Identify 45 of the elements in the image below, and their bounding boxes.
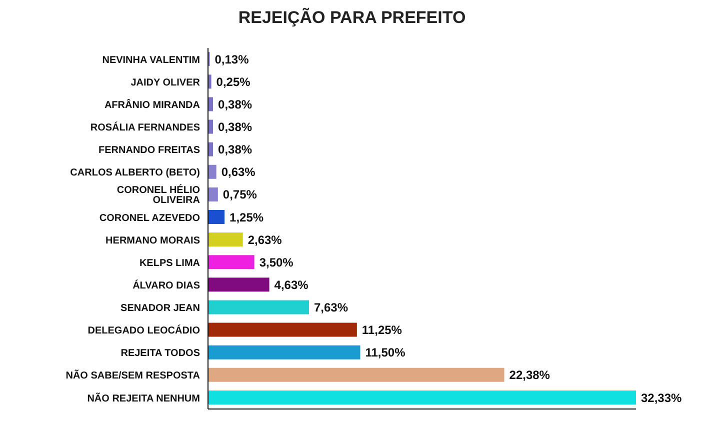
y-tick-label: NEVINHA VALENTIM bbox=[102, 54, 200, 66]
y-tick-label: JAIDY OLIVER bbox=[130, 77, 201, 88]
y-tick-label: CORONEL AZEVEDO bbox=[99, 212, 200, 224]
bar bbox=[208, 255, 254, 270]
bar bbox=[208, 368, 504, 382]
data-label: 22,38% bbox=[509, 368, 550, 382]
y-tick-label: SENADOR JEAN bbox=[120, 303, 200, 314]
bar bbox=[208, 210, 225, 224]
y-tick-label: HERMANO MORAIS bbox=[106, 235, 200, 246]
bar bbox=[208, 164, 216, 179]
y-tick-label: ROSÁLIA FERNANDES bbox=[90, 122, 200, 134]
bar bbox=[208, 232, 243, 247]
data-label: 0,38% bbox=[218, 97, 252, 112]
data-label: 0,25% bbox=[216, 74, 251, 89]
y-tick-label: KELPS LIMA bbox=[139, 258, 200, 269]
bar bbox=[208, 322, 357, 337]
data-label: 11,25% bbox=[362, 323, 402, 338]
data-label: 32,33% bbox=[641, 390, 682, 405]
bar bbox=[208, 345, 360, 360]
y-tick-label: DELEGADO LEOCÁDIO bbox=[88, 324, 200, 337]
data-label: 7,63% bbox=[314, 300, 348, 315]
data-label: 3,50% bbox=[259, 255, 294, 270]
bar bbox=[208, 187, 218, 202]
bar bbox=[208, 278, 270, 292]
chart-title: REJEIÇÃO PARA PREFEITO bbox=[237, 8, 467, 28]
y-tick-label: REJEITA TODOS bbox=[120, 348, 200, 360]
bar bbox=[208, 300, 310, 314]
y-tick-label: CARLOS ALBERTO (BETO) bbox=[70, 168, 200, 179]
y-tick-label: NÃO SABE/SEM RESPOSTA bbox=[66, 370, 200, 382]
y-tick-label: NÃO REJEITA NENHUM bbox=[87, 392, 200, 404]
data-label: 0,63% bbox=[221, 165, 256, 180]
data-label: 0,75% bbox=[222, 188, 258, 202]
bar bbox=[208, 74, 212, 89]
y-tick-label: FERNANDO FREITAS bbox=[98, 145, 200, 156]
data-label: 1,25% bbox=[230, 210, 264, 224]
data-label: 2,63% bbox=[248, 232, 282, 247]
data-label: 11,50% bbox=[365, 346, 406, 360]
data-label: 4,63% bbox=[274, 278, 309, 292]
bar bbox=[208, 390, 636, 404]
data-label: 0,13% bbox=[214, 52, 250, 66]
data-label: 0,38% bbox=[218, 120, 252, 134]
y-tick-label: AFRÂNIO MIRANDA bbox=[104, 98, 200, 111]
y-tick-label: ÁLVARO DIAS bbox=[132, 279, 200, 292]
y-tick-label: CORONEL HÉLIO OLIVEIRA bbox=[116, 184, 200, 206]
data-label: 0,38% bbox=[218, 142, 252, 157]
